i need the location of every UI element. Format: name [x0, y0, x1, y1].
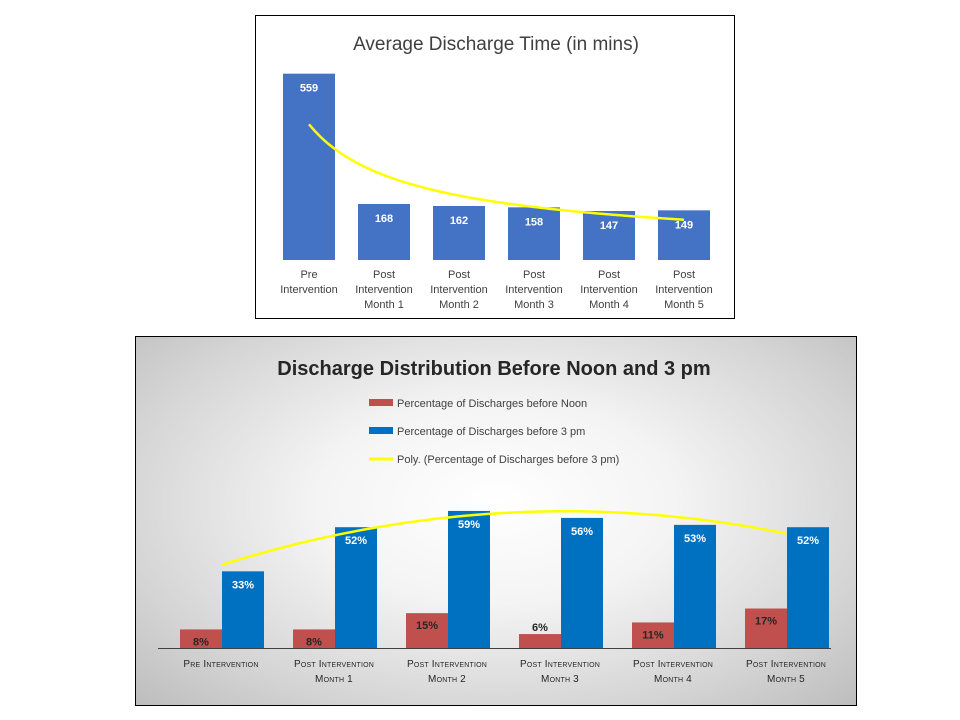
bar: [519, 634, 561, 648]
bar: [561, 517, 603, 648]
data-label: 559: [300, 83, 318, 95]
category-label: Intervention: [280, 284, 337, 296]
data-label: 52%: [797, 535, 819, 547]
data-label: 149: [675, 219, 693, 231]
category-label: Intervention: [580, 284, 637, 296]
data-label: 59%: [458, 519, 480, 531]
category-label: Post: [673, 269, 695, 281]
category-label: Post Intervention: [746, 659, 826, 670]
category-label: Pre Intervention: [183, 659, 258, 670]
bar: [787, 527, 829, 648]
data-label: 56%: [571, 526, 593, 538]
bar: [283, 73, 335, 260]
bar: [406, 613, 448, 648]
category-label: Month 2: [428, 674, 466, 685]
average-discharge-time-chart: Average Discharge Time (in mins) 559 Pre I…: [255, 15, 735, 319]
category-label: Post: [523, 269, 545, 281]
category-label: Post: [373, 269, 395, 281]
data-label: 162: [450, 215, 468, 227]
bar: [674, 524, 716, 648]
data-label: 52%: [345, 535, 367, 547]
category-label: Month 1: [315, 674, 353, 685]
bar: [358, 204, 410, 260]
category-label: Post Intervention: [294, 659, 374, 670]
data-label: 8%: [306, 636, 322, 648]
chart-title: Discharge Distribution Before Noon and 3…: [277, 358, 710, 380]
trendline: [308, 123, 685, 221]
category-label: Intervention: [505, 284, 562, 296]
chart-title: Average Discharge Time (in mins): [353, 34, 639, 55]
legend-swatch: [369, 427, 393, 434]
category-label: Month 2: [439, 299, 479, 311]
bar: [293, 629, 335, 648]
category-label: Month 4: [589, 299, 629, 311]
category-label: Month 4: [654, 674, 692, 685]
category-label: Intervention: [430, 284, 487, 296]
data-label: 8%: [193, 636, 209, 648]
category-label: Pre: [300, 269, 317, 281]
discharge-distribution-svg: Discharge Distribution Before Noon and 3…: [158, 358, 831, 685]
category-label: Post Intervention: [520, 659, 600, 670]
bar: [583, 211, 635, 260]
category-label: Post Intervention: [633, 659, 713, 670]
legend-swatch: [369, 399, 393, 406]
category-label: Post: [448, 269, 470, 281]
category-label: Intervention: [355, 284, 412, 296]
bar: [433, 206, 485, 260]
legend-label: Percentage of Discharges before Noon: [397, 398, 587, 410]
bar: [180, 629, 222, 648]
bar: [745, 608, 787, 648]
bar: [448, 510, 490, 648]
data-label: 168: [375, 213, 393, 225]
category-label: Month 3: [541, 674, 579, 685]
category-label: Month 1: [364, 299, 404, 311]
data-label: 147: [600, 220, 618, 232]
category-label: Post: [598, 269, 620, 281]
trendline: [220, 510, 787, 567]
data-label: 158: [525, 216, 543, 228]
bar: [508, 207, 560, 260]
legend-label: Poly. (Percentage of Discharges before 3…: [397, 454, 619, 466]
average-discharge-time-svg: Average Discharge Time (in mins) 559 Pre I…: [280, 34, 712, 311]
category-label: Month 3: [514, 299, 554, 311]
category-label: Post Intervention: [407, 659, 487, 670]
data-label: 15%: [416, 620, 438, 632]
legend-label: Percentage of Discharges before 3 pm: [397, 426, 585, 438]
data-label: 11%: [642, 629, 664, 641]
data-label: 33%: [232, 579, 254, 591]
discharge-distribution-chart: Discharge Distribution Before Noon and 3…: [135, 336, 857, 706]
data-label: 17%: [755, 616, 777, 628]
data-label: 53%: [684, 533, 706, 545]
category-label: Month 5: [767, 674, 805, 685]
bar: [632, 622, 674, 648]
bar: [222, 571, 264, 648]
category-label: Month 5: [664, 299, 704, 311]
category-label: Intervention: [655, 284, 712, 296]
bar: [335, 527, 377, 648]
data-label: 6%: [532, 622, 548, 634]
